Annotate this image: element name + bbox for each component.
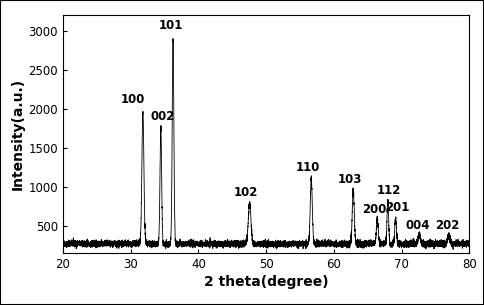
Y-axis label: Intensity(a.u.): Intensity(a.u.) xyxy=(10,78,24,190)
Text: 200: 200 xyxy=(362,203,386,216)
Text: 100: 100 xyxy=(121,93,145,106)
Text: 201: 201 xyxy=(385,201,409,214)
Text: 112: 112 xyxy=(377,184,401,197)
Text: 110: 110 xyxy=(296,161,320,174)
Text: 103: 103 xyxy=(338,173,362,186)
Text: 101: 101 xyxy=(159,20,183,32)
Text: 202: 202 xyxy=(435,219,460,232)
Text: 102: 102 xyxy=(234,186,258,199)
Text: 004: 004 xyxy=(406,219,430,232)
Text: 002: 002 xyxy=(151,110,175,123)
X-axis label: 2 theta(degree): 2 theta(degree) xyxy=(204,275,329,289)
